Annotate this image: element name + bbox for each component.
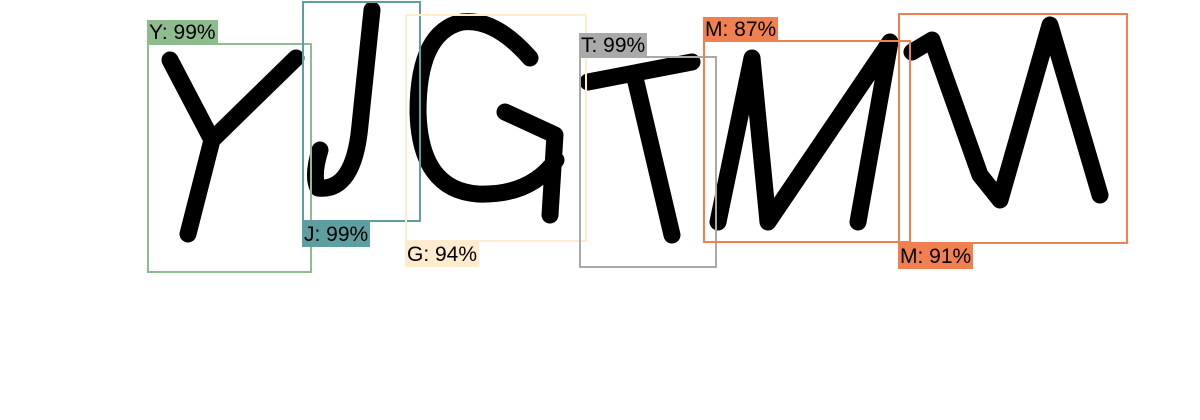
label-g: G: 94% [405,242,479,267]
bbox-j [302,1,421,222]
label-t: T: 99% [579,33,647,58]
bbox-y [147,43,312,273]
bbox-t [579,56,717,268]
bbox-m-2 [898,13,1128,244]
bbox-m-1 [703,40,911,243]
label-y: Y: 99% [147,20,218,45]
label-m-1: M: 87% [703,17,778,42]
label-m-2: M: 91% [898,244,973,269]
label-j: J: 99% [302,222,370,247]
bbox-g [405,14,587,242]
